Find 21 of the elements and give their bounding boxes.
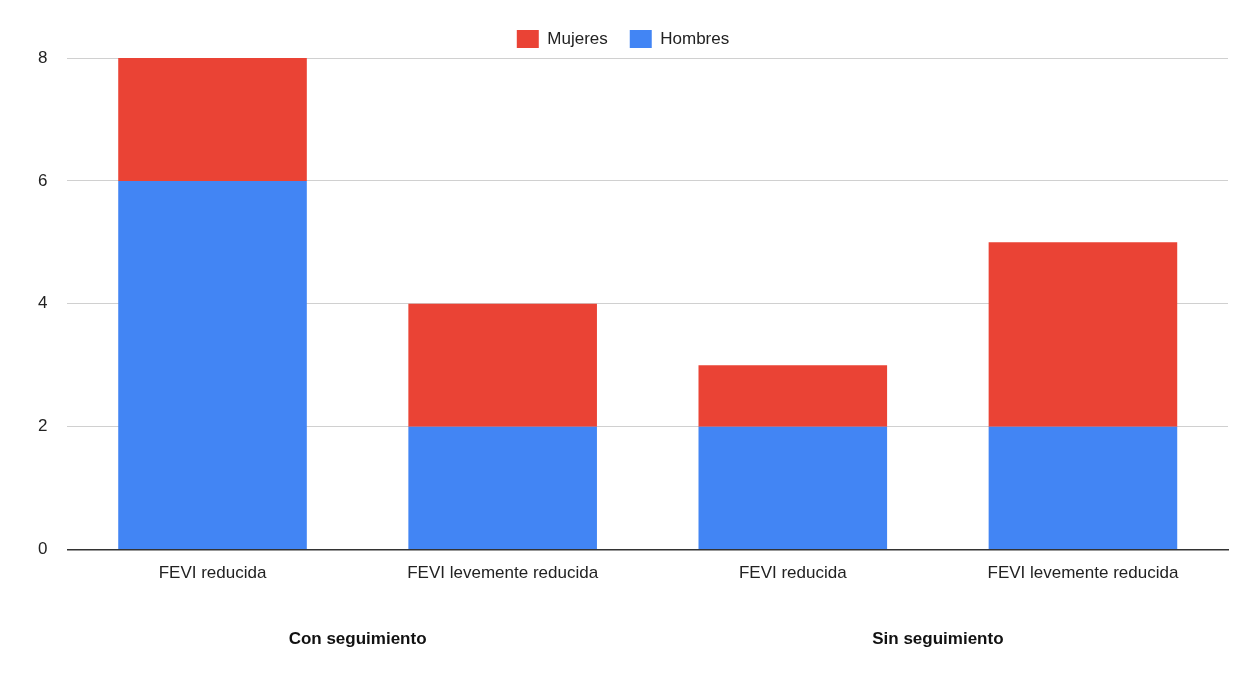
y-tick-label: 4 (37, 293, 48, 313)
legend-label: Hombres (660, 28, 730, 48)
legend-label: Mujeres (547, 28, 608, 48)
y-tick-label: 8 (37, 47, 48, 67)
bar (408, 303, 597, 427)
bar (698, 426, 888, 550)
y-tick-label: 0 (37, 539, 48, 559)
bar (698, 365, 888, 427)
bar (118, 180, 307, 550)
bar (988, 426, 1178, 550)
bar (988, 242, 1178, 427)
x-tick-label: FEVI reducida (158, 563, 267, 583)
x-tick-label: FEVI reducida (738, 563, 848, 583)
y-tick-label: 6 (37, 170, 48, 190)
y-tick-label: 2 (37, 416, 48, 436)
x-tick-label: FEVI levemente reducida (987, 563, 1179, 583)
x-tick-label: FEVI levemente reducida (407, 563, 599, 583)
bar (118, 58, 307, 181)
bar (408, 426, 597, 550)
text: Con seguimiento (288, 629, 427, 649)
text: Sin seguimiento (872, 629, 1004, 649)
